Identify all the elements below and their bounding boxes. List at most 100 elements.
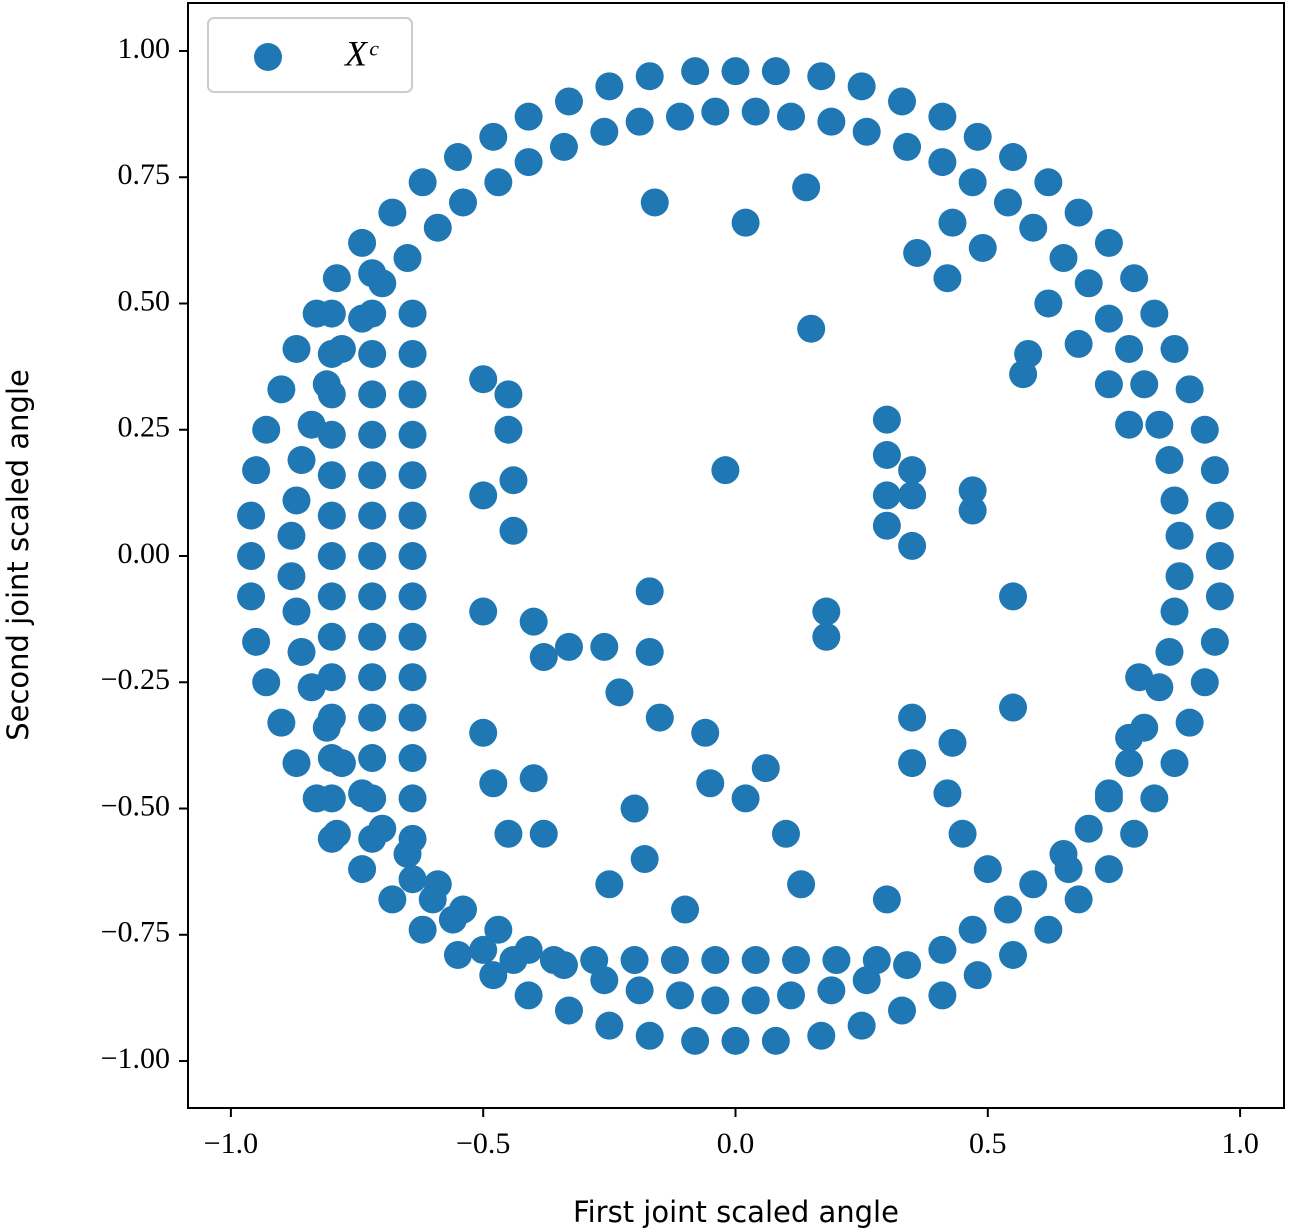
data-point	[479, 961, 508, 990]
data-point	[1009, 360, 1038, 389]
data-point	[398, 339, 427, 368]
data-point	[358, 703, 387, 732]
data-point	[1175, 708, 1204, 737]
data-point	[807, 1021, 836, 1050]
y-tick-label: 0.25	[118, 411, 171, 444]
data-point	[968, 233, 997, 262]
data-point	[317, 380, 346, 409]
data-point	[681, 1026, 710, 1055]
data-point	[469, 718, 498, 747]
data-point	[317, 622, 346, 651]
data-point	[282, 334, 311, 363]
data-point	[1140, 299, 1169, 328]
data-point	[317, 582, 346, 611]
data-point	[317, 703, 346, 732]
data-point	[1019, 870, 1048, 899]
data-point	[640, 188, 669, 217]
data-point	[872, 511, 901, 540]
data-point	[973, 855, 1002, 884]
data-point	[398, 420, 427, 449]
data-point	[358, 824, 387, 853]
legend-label: Xᶜ	[343, 33, 379, 73]
data-point	[822, 946, 851, 975]
data-point	[317, 420, 346, 449]
data-point	[317, 461, 346, 490]
data-point	[1120, 819, 1149, 848]
data-point	[317, 501, 346, 530]
y-tick-label: 0.75	[118, 158, 171, 191]
data-point	[807, 62, 836, 91]
data-point	[282, 597, 311, 626]
data-point	[539, 946, 568, 975]
y-tick-label: −1.00	[101, 1042, 170, 1075]
data-point	[418, 885, 447, 914]
data-point	[554, 87, 583, 116]
data-point	[398, 865, 427, 894]
data-point	[1049, 244, 1078, 273]
data-point	[711, 456, 740, 485]
data-point	[398, 542, 427, 571]
data-point	[1064, 198, 1093, 227]
data-point	[938, 728, 967, 757]
data-point	[721, 1026, 750, 1055]
data-point	[872, 405, 901, 434]
data-point	[847, 1011, 876, 1040]
data-point	[993, 895, 1022, 924]
data-point	[847, 72, 876, 101]
data-point	[484, 168, 513, 197]
data-point	[630, 845, 659, 874]
data-point	[398, 299, 427, 328]
data-point	[792, 173, 821, 202]
data-point	[479, 122, 508, 151]
data-point	[701, 97, 730, 126]
data-point	[797, 314, 826, 343]
data-point	[398, 582, 427, 611]
data-point	[1140, 784, 1169, 813]
data-point	[620, 794, 649, 823]
data-point	[665, 102, 694, 131]
data-point	[928, 981, 957, 1010]
data-point	[782, 946, 811, 975]
data-point	[252, 668, 281, 697]
data-point	[771, 819, 800, 848]
data-point	[933, 779, 962, 808]
data-point	[317, 744, 346, 773]
data-point	[358, 542, 387, 571]
legend-box	[207, 17, 413, 93]
data-point	[1094, 370, 1123, 399]
data-point	[494, 415, 523, 444]
data-point	[1205, 582, 1234, 611]
data-point	[484, 915, 513, 944]
data-point	[963, 961, 992, 990]
data-point	[358, 582, 387, 611]
data-point	[514, 148, 543, 177]
data-point	[358, 461, 387, 490]
data-point	[1094, 784, 1123, 813]
data-point	[398, 663, 427, 692]
x-tick-label: −1.0	[204, 1127, 258, 1160]
data-point	[701, 986, 730, 1015]
data-point	[812, 597, 841, 626]
y-tick-label: −0.50	[101, 789, 170, 822]
data-point	[888, 996, 917, 1025]
data-point	[398, 622, 427, 651]
data-point	[398, 784, 427, 813]
y-tick-label: 0.00	[118, 537, 171, 570]
data-point	[635, 577, 664, 606]
data-point	[635, 1021, 664, 1050]
data-point	[443, 940, 472, 969]
data-point	[398, 744, 427, 773]
data-point	[252, 415, 281, 444]
data-point	[590, 632, 619, 661]
data-point	[620, 946, 649, 975]
data-point	[479, 769, 508, 798]
data-point	[893, 132, 922, 161]
data-point	[696, 769, 725, 798]
data-point	[443, 143, 472, 172]
data-point	[817, 107, 846, 136]
data-point	[529, 819, 558, 848]
data-point	[469, 935, 498, 964]
data-point	[605, 678, 634, 707]
data-point	[358, 501, 387, 530]
data-point	[1205, 542, 1234, 571]
